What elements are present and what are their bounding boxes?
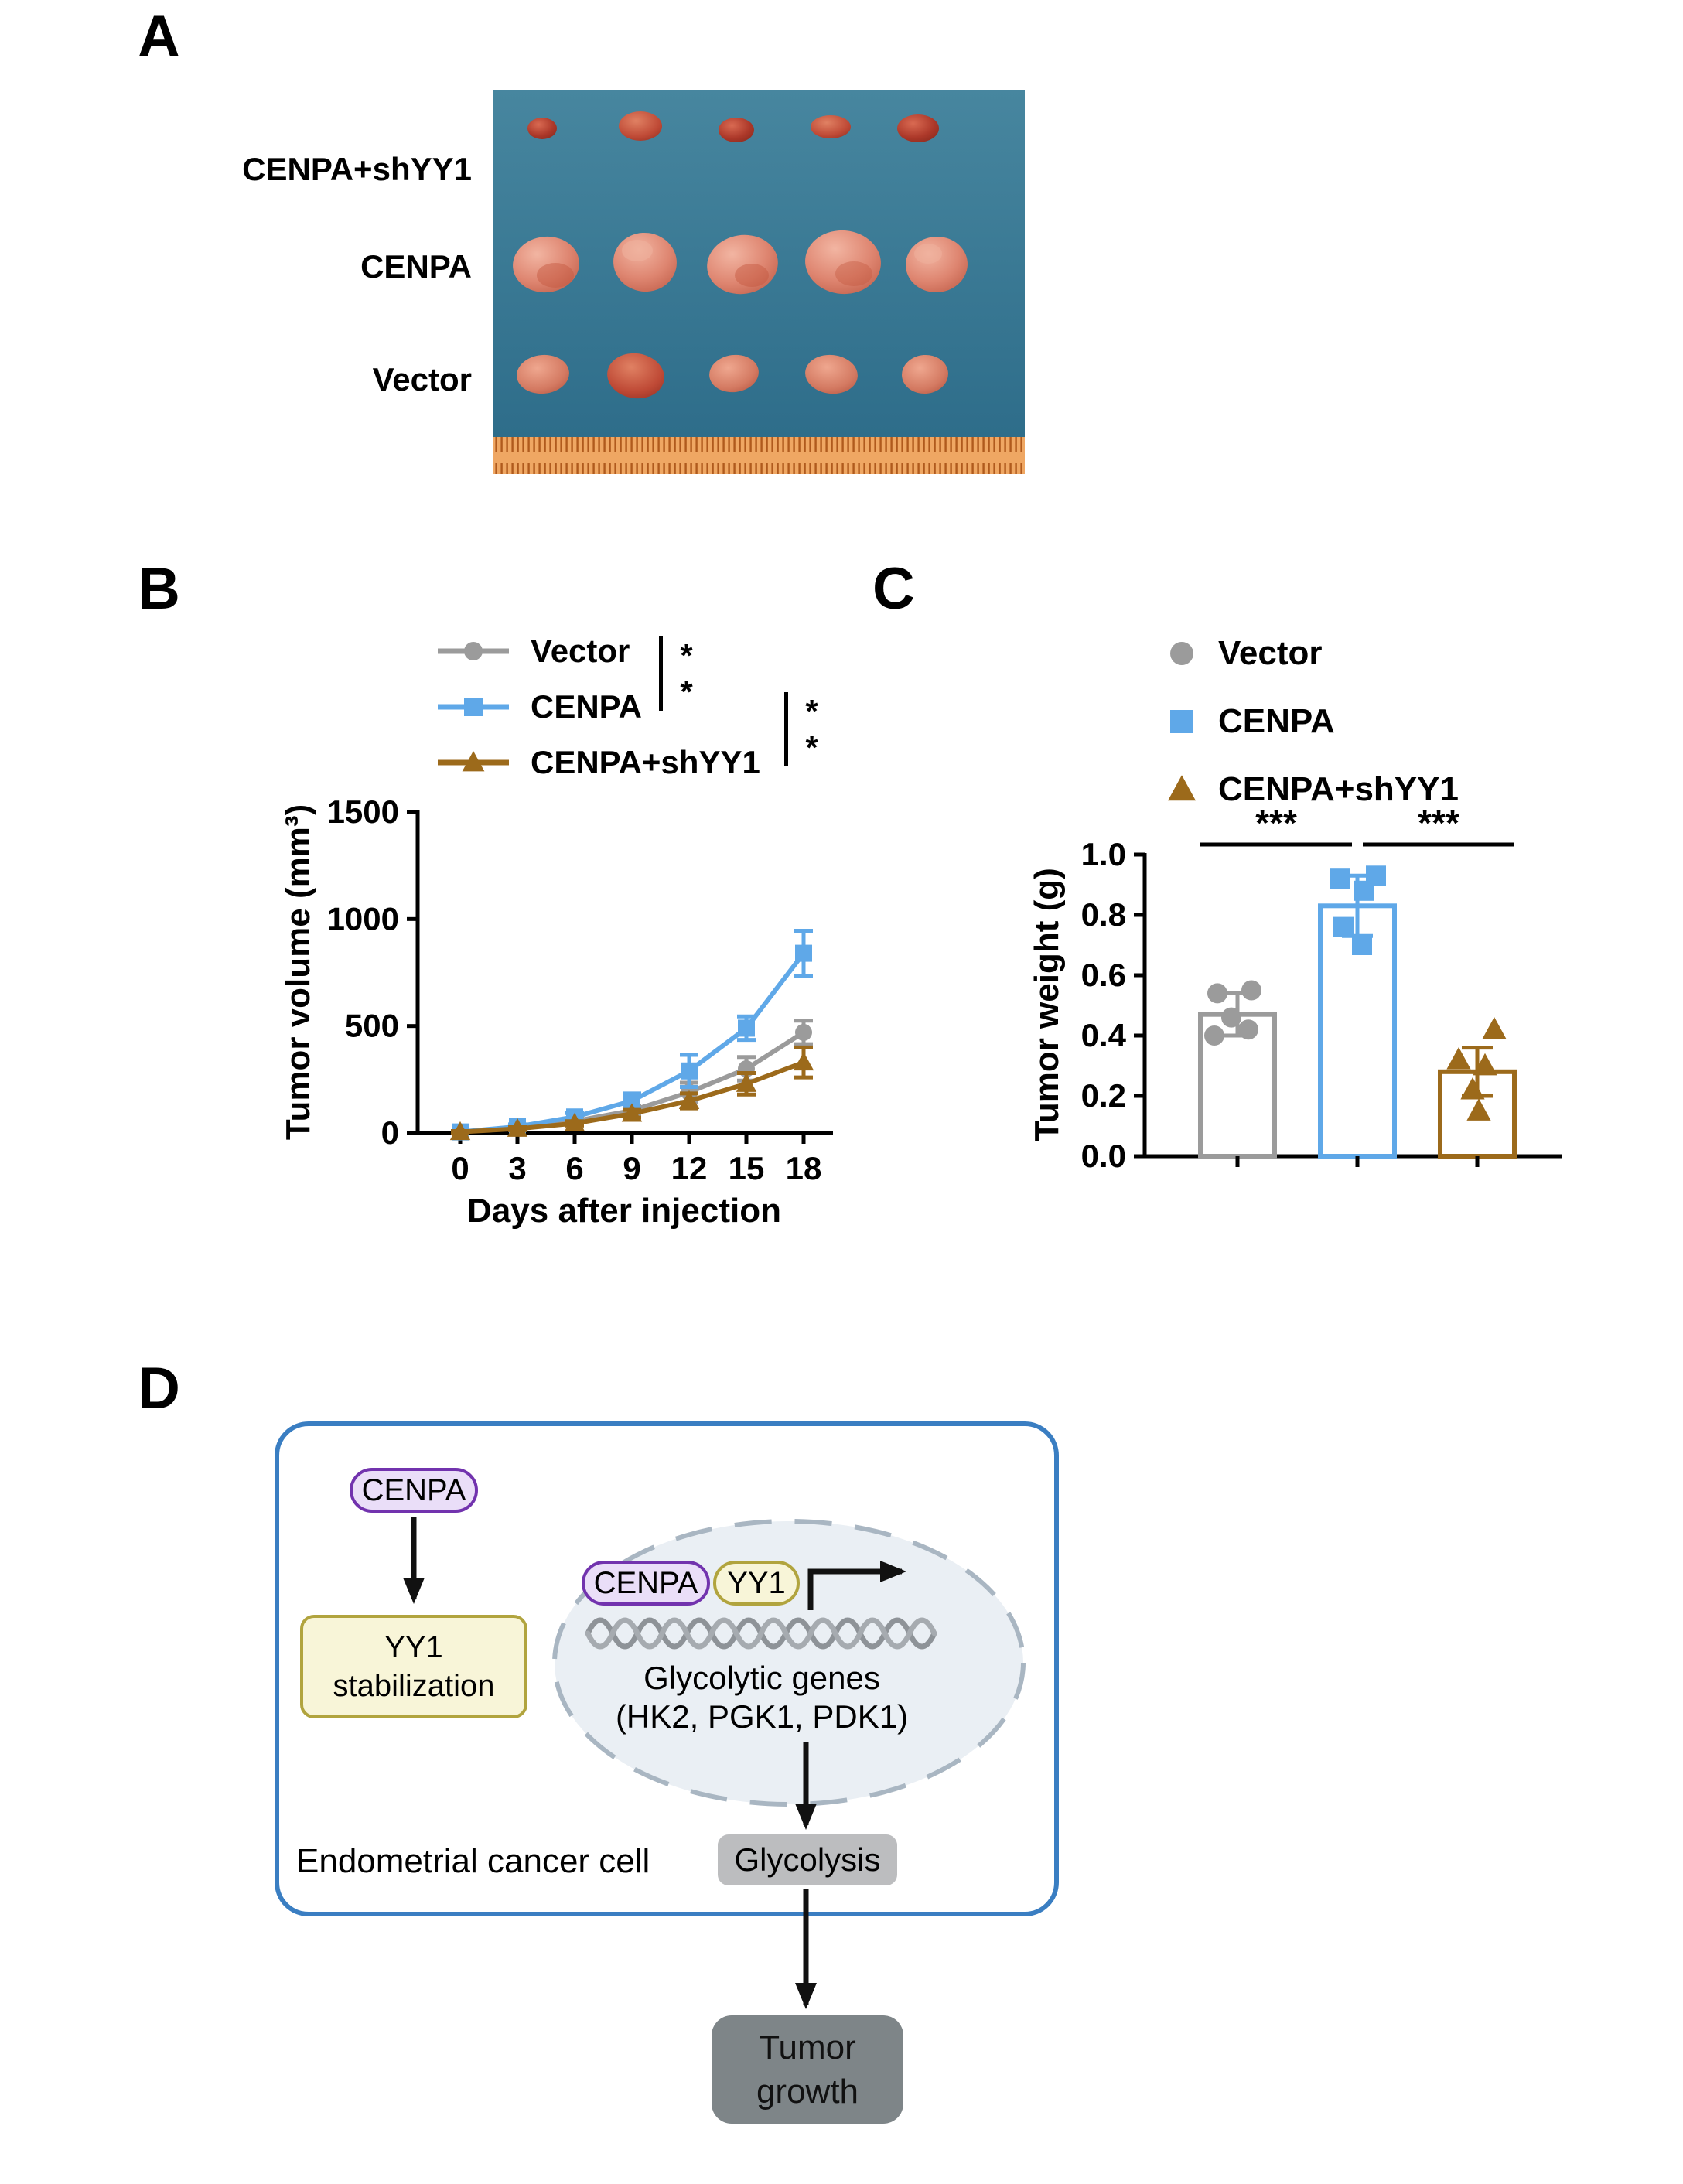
cenpa-line-marker-icon [438, 698, 509, 716]
panel-a-label: A [138, 4, 180, 70]
legend-label-cenpa-shyy1-c: CENPA+shYY1 [1218, 770, 1459, 808]
svg-text:12: 12 [671, 1150, 708, 1186]
transcription-start-arrow [807, 1561, 906, 1610]
panel-c-label: C [872, 556, 915, 622]
svg-text:0.4: 0.4 [1081, 1017, 1127, 1053]
legend-item-cenpa-shyy1-b: CENPA+shYY1 [435, 744, 760, 781]
svg-text:1000: 1000 [327, 900, 399, 937]
svg-text:0.2: 0.2 [1081, 1077, 1126, 1114]
yy1-on-dna-node: YY1 [713, 1561, 800, 1606]
glycolysis-node: Glycolysis [718, 1834, 897, 1885]
svg-text:***: *** [1418, 803, 1459, 843]
panel-d-label: D [138, 1356, 180, 1421]
significance-stars-cenpa-shyy1: ** [794, 693, 830, 766]
svg-text:3: 3 [508, 1150, 526, 1186]
legend-item-cenpa-shyy1-c: CENPA+shYY1 [1164, 770, 1459, 809]
yy1-stab-line1: YY1 [384, 1630, 443, 1664]
legend-label-cenpa-c: CENPA [1218, 702, 1335, 740]
tumor-photo [493, 90, 1025, 474]
photo-row-label-cenpa-shyy1: CENPA+shYY1 [242, 151, 472, 187]
tumor-weight-chart: 0.0 0.2 0.4 0.6 0.8 1.0 Tumor weight (g) *** *** [1028, 803, 1562, 1174]
tumor-row-vector [517, 353, 948, 399]
photo-row-label-vector: Vector [372, 361, 472, 398]
cancer-cell-outline [275, 1421, 1059, 1916]
legend-label-cenpa-shyy1-b: CENPA+shYY1 [531, 744, 760, 780]
legend-item-cenpa-c: CENPA [1164, 702, 1335, 741]
cenpa-shyy1-triangle-marker-icon [1168, 775, 1196, 801]
svg-text:Tumor volume (mm³): Tumor volume (mm³) [279, 804, 317, 1140]
dna-helix-strand-2 [585, 1617, 937, 1650]
significance-bracket-cenpa-shyy1 [784, 692, 788, 766]
cenpa-node-label: CENPA [361, 1472, 466, 1507]
tumor-growth-line1: Tumor [759, 2028, 856, 2066]
cenpa-on-dna-label: CENPA [593, 1565, 698, 1600]
svg-text:0: 0 [451, 1150, 469, 1186]
svg-text:0: 0 [381, 1114, 399, 1151]
svg-text:Days after injection: Days after injection [467, 1192, 781, 1230]
yy1-on-dna-label: YY1 [727, 1565, 786, 1600]
yy1-stabilization-node: YY1 stabilization [300, 1615, 527, 1718]
tumor-row-cenpa-shyy1 [527, 111, 939, 142]
svg-text:15: 15 [729, 1150, 765, 1186]
photo-row-label-cenpa: CENPA [360, 248, 472, 285]
svg-text:1500: 1500 [327, 793, 399, 830]
vector-circle-marker-icon [1170, 642, 1193, 665]
legend-item-vector-b: Vector [435, 633, 630, 670]
yy1-stab-line2: stabilization [333, 1669, 495, 1703]
cenpa-square-marker-icon [1170, 710, 1193, 733]
vector-line-marker-icon [438, 642, 509, 660]
svg-text:6: 6 [565, 1150, 583, 1186]
tumor-row-cenpa [513, 230, 968, 295]
legend-item-vector-c: Vector [1164, 634, 1323, 673]
svg-text:***: *** [1255, 803, 1297, 843]
glycolysis-label: Glycolysis [734, 1841, 881, 1878]
legend-label-vector-b: Vector [531, 633, 630, 669]
legend-label-cenpa-b: CENPA [531, 688, 642, 725]
cenpa-shyy1-line-marker-icon [438, 751, 509, 772]
tumor-growth-line2: growth [756, 2073, 859, 2111]
svg-text:0.8: 0.8 [1081, 896, 1126, 933]
significance-stars-vector-cenpa: ** [668, 637, 705, 710]
svg-text:0.6: 0.6 [1081, 957, 1126, 993]
cenpa-on-dna-node: CENPA [582, 1561, 710, 1606]
panel-b-label: B [138, 556, 180, 622]
legend-label-vector-c: Vector [1218, 634, 1323, 672]
svg-text:9: 9 [623, 1150, 640, 1186]
endometrial-cancer-cell-label: Endometrial cancer cell [296, 1842, 650, 1880]
glycolytic-genes-list: (HK2, PGK1, PDK1) [615, 1698, 909, 1735]
svg-text:Tumor weight (g): Tumor weight (g) [1028, 868, 1066, 1141]
svg-text:1.0: 1.0 [1081, 836, 1126, 872]
tumor-growth-node: Tumor growth [712, 2015, 903, 2124]
glycolytic-genes-title: Glycolytic genes [644, 1660, 880, 1696]
ruler [493, 437, 1025, 474]
legend-item-cenpa-b: CENPA [435, 688, 642, 725]
significance-bracket-vector-cenpa [659, 636, 663, 711]
cenpa-node: CENPA [350, 1468, 478, 1513]
svg-text:0.0: 0.0 [1081, 1138, 1126, 1174]
panel-d-diagram-graphics [403, 1517, 1026, 2009]
svg-text:500: 500 [345, 1008, 399, 1044]
svg-text:18: 18 [786, 1150, 822, 1186]
